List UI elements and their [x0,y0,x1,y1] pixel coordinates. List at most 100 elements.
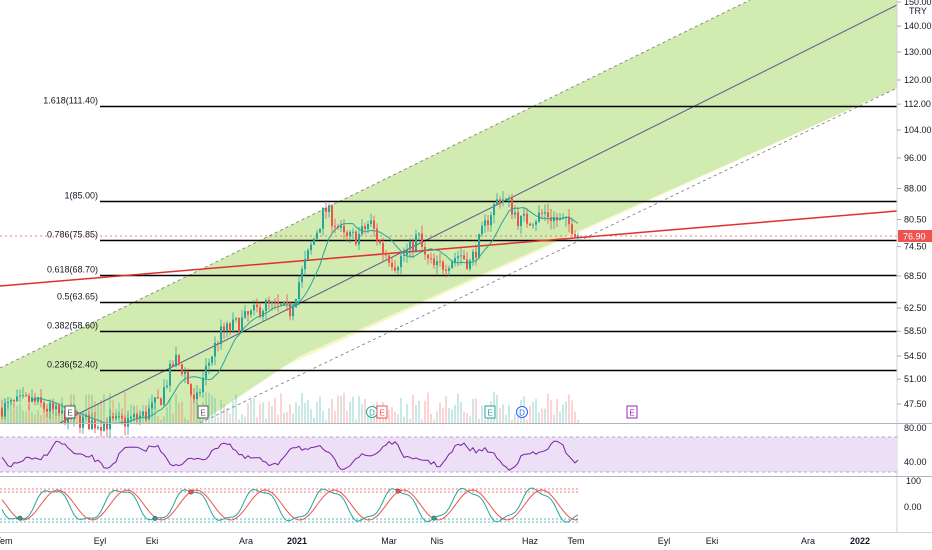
volume-bar [250,399,252,423]
volume-bar [439,402,441,423]
volume-bar [31,412,33,423]
candle-body [292,307,294,317]
volume-bar [196,403,198,423]
candle-body [568,216,570,225]
event-marker-label: E [200,409,205,418]
event-marker[interactable]: E [197,405,209,419]
candle-body [184,371,186,375]
time-axis-label: 2022 [850,536,870,546]
volume-bar [463,411,465,423]
candle-body [451,262,453,269]
volume-bar [445,396,447,423]
candle-body [160,398,162,405]
volume-bar [544,408,546,423]
candle-body [193,394,195,400]
candle-body [322,207,324,229]
volume-bar [343,392,345,423]
event-marker[interactable]: E [626,405,638,419]
volume-bar [181,401,183,423]
event-marker[interactable]: E [484,405,496,419]
price-axis-label: 104.00 [904,125,932,135]
volume-bar [313,417,315,423]
volume-bar [517,416,519,423]
candle-body [439,261,441,263]
price-axis[interactable]: 150.00 140.00 130.00 120.00 112.00 104.00 96.0… [897,0,932,409]
candle-body [142,411,144,416]
event-marker[interactable]: E [64,405,76,419]
time-axis[interactable]: Tem Eyl Eki Ara 2021 Mar Nis Haz Tem Eyl Eki Ara 202… [0,536,870,546]
volume-bar [340,395,342,423]
candle-body [571,224,573,235]
candle-body [49,403,51,412]
candle-body [31,397,33,402]
channel-lower-line [199,87,898,424]
volume-bar [415,405,417,423]
event-marker[interactable]: D [366,406,378,418]
candle-body [376,228,378,241]
fib-level-label: 0.5(63.65) [57,292,98,302]
volume-bar [337,395,339,423]
volume-bar [442,407,444,423]
volume-bar [289,404,291,423]
volume-bar [7,402,9,423]
candle-body [205,365,207,378]
candle-body [229,323,231,331]
volume-bar [262,402,264,423]
candle-body [259,307,261,317]
candle-body [7,401,9,403]
candle-body [406,249,408,255]
candle-body [304,259,306,270]
volume-bar [277,414,279,423]
price-axis-label: 88.00 [904,183,927,193]
time-axis-label: Tem [0,536,13,546]
event-marker[interactable]: D [516,406,528,418]
fib-level-label: 0.618(68.70) [47,265,98,275]
candle-body [346,232,348,236]
volume-bar [358,396,360,423]
volume-bar [556,399,558,423]
volume-bar [511,419,513,423]
candle-body [295,299,297,308]
volume-bar [532,401,534,423]
candle-body [502,199,504,203]
time-axis-label: 2021 [287,536,307,546]
volume-bars [1,392,579,423]
volume-bar [304,403,306,423]
volume-bar [178,403,180,423]
candle-body [415,234,417,251]
candle-body [487,220,489,226]
candle-body [379,240,381,244]
volume-bar [280,393,282,423]
candle-body [178,355,180,365]
candle-body [544,212,546,214]
candle-body [4,402,6,417]
volume-bar [427,392,429,423]
volume-bar [229,413,231,423]
candle-body [550,217,552,222]
event-marker[interactable]: E [376,405,388,419]
candle-body [472,251,474,261]
candle-body [409,240,411,250]
candle-body [145,411,147,420]
volume-bar [94,400,96,423]
candle-body [343,225,345,233]
candle-body [91,420,93,430]
volume-bar [175,394,177,423]
candle-body [334,226,336,228]
candle-body [88,415,90,430]
volume-bar [403,416,405,423]
volume-bar [529,405,531,423]
candle-body [277,301,279,305]
candle-body [268,300,270,303]
trend-line [0,210,898,287]
candle-body [547,212,549,218]
candle-body [481,225,483,235]
candle-body [256,304,258,308]
candle-body [265,300,267,311]
candle-body [202,377,204,393]
candle-body [454,258,456,263]
volume-bar [241,414,243,423]
candle-body [148,408,150,420]
